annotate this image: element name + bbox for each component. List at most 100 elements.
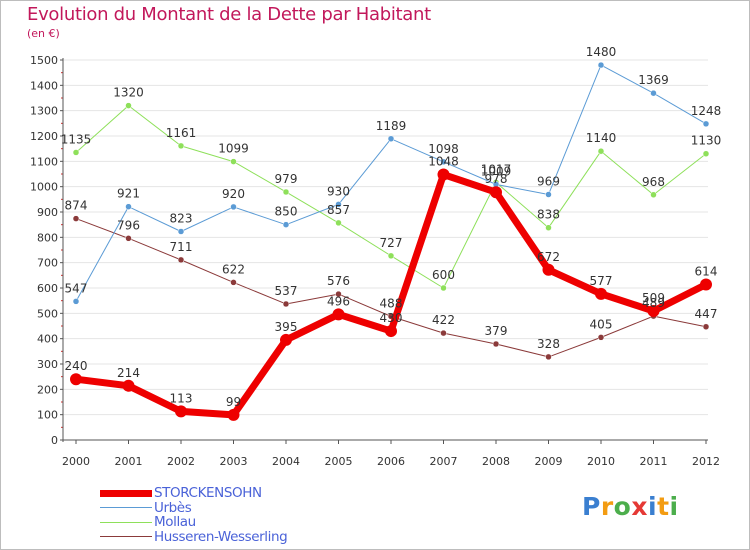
data-label: 1140 (586, 131, 617, 145)
data-point (440, 329, 447, 337)
data-label: 1480 (586, 45, 617, 59)
x-tick-label: 2008 (482, 455, 510, 468)
x-tick-label: 2009 (535, 455, 563, 468)
x-tick-label: 2004 (272, 455, 300, 468)
x-tick-label: 2011 (640, 455, 668, 468)
data-label: 1248 (691, 104, 722, 118)
unit-label: (en €) (27, 27, 60, 40)
data-label: 622 (222, 262, 245, 276)
y-tick-label: 1300 (30, 105, 58, 118)
data-label: 1048 (428, 155, 459, 169)
data-point (72, 215, 80, 222)
data-label: 857 (327, 203, 350, 217)
data-label: 1099 (218, 142, 249, 156)
data-label: 921 (117, 187, 140, 201)
data-label: 978 (485, 172, 508, 186)
data-label: 113 (170, 391, 193, 405)
x-tick-label: 2010 (587, 455, 615, 468)
legend-item-urbes: Urbès (100, 500, 287, 516)
data-label: 920 (222, 187, 245, 201)
data-point (650, 191, 657, 199)
logo-letter: r (600, 492, 614, 521)
y-tick-label: 700 (37, 257, 58, 270)
legend-item-storckensohn: STORCKENSOHN (100, 485, 287, 501)
data-label: 1161 (166, 126, 197, 140)
data-point (175, 405, 187, 418)
data-point (335, 219, 342, 227)
data-label: 672 (537, 250, 560, 264)
data-point (70, 373, 82, 386)
y-tick-label: 1400 (30, 79, 58, 92)
data-label: 489 (642, 296, 665, 310)
data-point (282, 188, 290, 196)
data-point (332, 308, 345, 321)
data-point (122, 379, 135, 392)
x-tick-label: 2001 (115, 455, 143, 468)
data-point (545, 224, 552, 231)
logo-letter: x (631, 492, 648, 521)
logo-letter: i (669, 492, 679, 521)
data-point (387, 135, 395, 143)
data-label: 1320 (113, 86, 144, 100)
legend-item-husseren-wesserling: Husseren-Wesserling (100, 528, 288, 545)
x-tick-label: 2012 (692, 455, 720, 468)
data-point (385, 325, 397, 338)
data-label: 874 (65, 199, 88, 213)
data-point (177, 142, 185, 150)
data-point (227, 408, 240, 421)
data-label: 430 (380, 311, 403, 325)
data-label: 447 (695, 307, 718, 321)
x-tick-label: 2007 (430, 455, 458, 468)
data-label: 850 (275, 205, 298, 219)
data-point (545, 353, 552, 361)
logo-letter: P (582, 492, 601, 521)
y-tick-label: 0 (51, 434, 58, 447)
data-point (647, 305, 660, 318)
data-label: 1369 (638, 73, 669, 87)
data-point (230, 158, 237, 165)
data-label: 537 (275, 284, 298, 298)
x-tick-label: 2003 (220, 455, 248, 468)
data-point (230, 279, 237, 286)
data-point (440, 158, 447, 166)
proxiti-logo: Proxiti (582, 492, 679, 521)
logo-letter: o (613, 492, 632, 521)
data-label: 614 (695, 264, 718, 278)
data-point (440, 284, 447, 292)
legend-swatch (100, 536, 152, 538)
data-point (280, 333, 292, 346)
y-tick-label: 1200 (30, 130, 58, 143)
data-point (335, 201, 342, 208)
legend-label: Husseren-Wesserling (154, 528, 288, 545)
data-label: 488 (380, 296, 403, 310)
data-label: 99 (226, 395, 241, 409)
data-point (650, 89, 657, 97)
data-label: 509 (642, 291, 665, 305)
data-label: 711 (170, 240, 193, 254)
data-label: 547 (65, 281, 88, 295)
data-point (597, 61, 605, 69)
data-point (177, 228, 185, 235)
legend-swatch (100, 489, 152, 497)
data-point (230, 203, 237, 211)
data-label: 727 (380, 236, 403, 250)
legend-item-mollau: Mollau (100, 514, 287, 530)
x-tick-label: 2000 (62, 455, 90, 468)
data-label: 576 (327, 274, 350, 288)
y-tick-label: 600 (37, 282, 58, 295)
data-label: 1009 (481, 164, 512, 178)
y-tick-label: 100 (37, 409, 58, 422)
data-label: 1189 (376, 119, 407, 133)
data-point (490, 186, 502, 199)
data-point (597, 147, 605, 155)
data-point (702, 323, 710, 331)
legend-swatch (100, 507, 152, 509)
legend: STORCKENSOHN Urbès Mollau Husseren-Wesse… (100, 485, 288, 545)
data-point (597, 334, 605, 341)
data-label: 496 (327, 294, 350, 308)
data-point (125, 102, 132, 109)
logo-letter: i (648, 492, 658, 521)
data-label: 838 (537, 208, 560, 222)
data-point (542, 263, 555, 276)
